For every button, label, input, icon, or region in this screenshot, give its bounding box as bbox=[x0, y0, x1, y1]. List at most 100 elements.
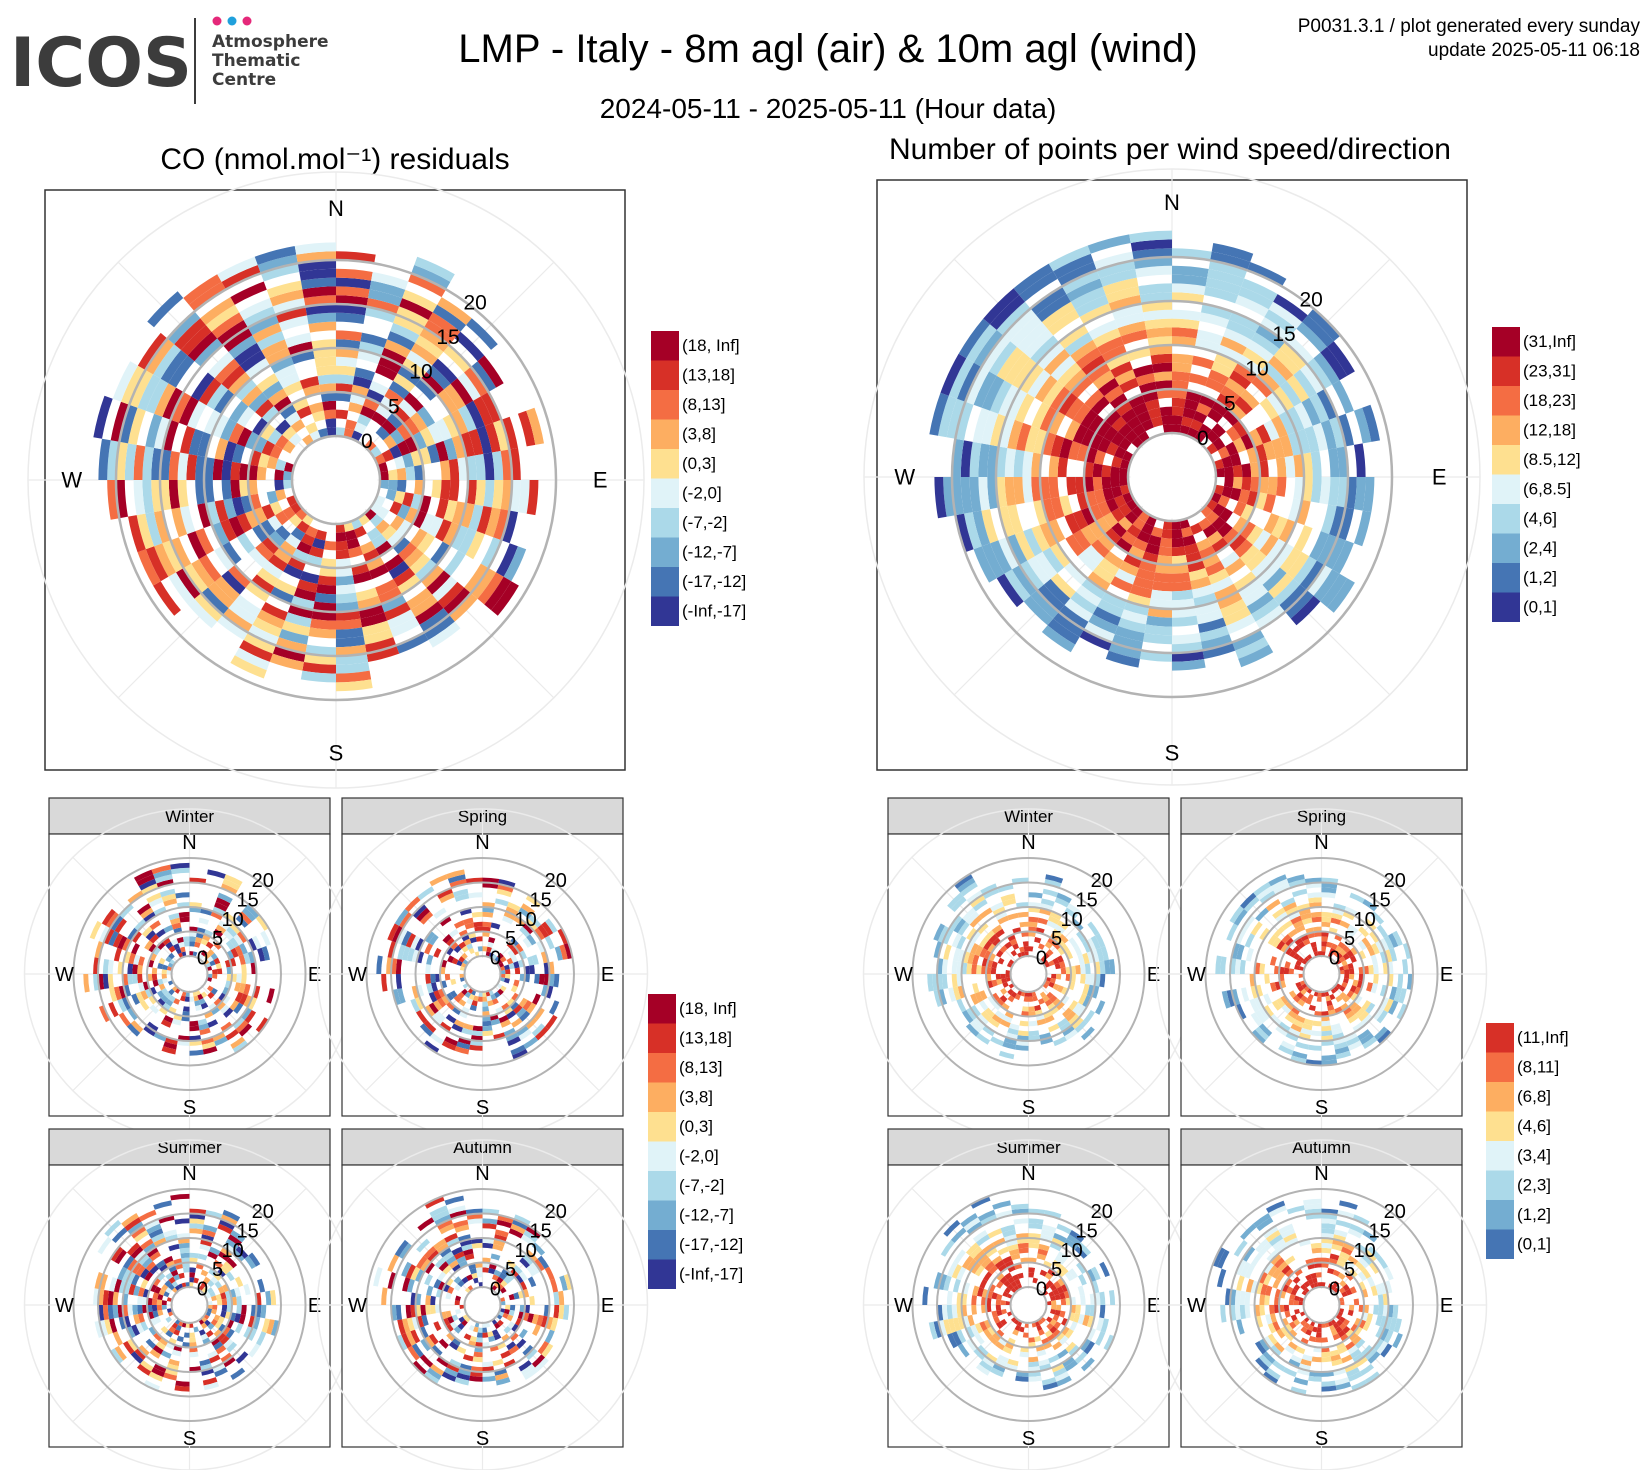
heat-cell bbox=[1354, 1326, 1363, 1336]
heat-cell bbox=[1287, 431, 1302, 456]
heat-cell bbox=[252, 1316, 261, 1330]
heat-cell bbox=[1075, 964, 1081, 974]
heat-cell bbox=[1314, 931, 1322, 937]
heat-cell bbox=[496, 888, 513, 898]
heat-cell bbox=[262, 560, 284, 580]
heat-cell bbox=[1291, 888, 1308, 898]
heat-cell bbox=[1288, 1027, 1301, 1037]
heat-cell bbox=[142, 480, 155, 514]
heat-cell bbox=[1084, 974, 1091, 985]
heat-cell bbox=[1333, 903, 1347, 912]
heat-cell bbox=[490, 1018, 501, 1026]
heat-cell bbox=[1094, 449, 1106, 465]
spoke-line bbox=[189, 1187, 307, 1306]
heat-cell bbox=[268, 554, 288, 572]
heat-cell bbox=[416, 1315, 425, 1328]
heat-cell bbox=[132, 974, 138, 984]
heat-cell bbox=[235, 1246, 249, 1259]
heat-cell bbox=[1066, 903, 1082, 916]
heat-cell bbox=[146, 1246, 159, 1258]
heat-cell bbox=[970, 1261, 981, 1274]
compass-label-e: E bbox=[601, 964, 614, 986]
heat-cell bbox=[456, 1041, 471, 1050]
heat-cell bbox=[201, 1041, 216, 1050]
heat-cell bbox=[433, 1238, 447, 1250]
heat-cell bbox=[204, 480, 215, 503]
heat-cell bbox=[1279, 342, 1307, 370]
heat-cell bbox=[1120, 329, 1148, 345]
heat-cell bbox=[112, 361, 138, 402]
heat-cell bbox=[1058, 324, 1089, 349]
heat-cell bbox=[1331, 912, 1343, 921]
heat-cell bbox=[1017, 1242, 1029, 1249]
heat-cell bbox=[969, 915, 983, 928]
legend-swatch bbox=[648, 1200, 676, 1230]
heat-cell bbox=[1050, 1295, 1056, 1302]
heat-cell bbox=[425, 964, 431, 974]
heat-cell bbox=[462, 1354, 474, 1362]
speed-grid-circle bbox=[121, 906, 258, 1042]
heat-cell bbox=[998, 416, 1015, 448]
heat-cell bbox=[420, 1338, 432, 1352]
legend-swatch bbox=[648, 1259, 676, 1289]
heat-cell bbox=[1014, 531, 1035, 561]
heat-cell bbox=[225, 1328, 235, 1339]
heat-cell bbox=[1284, 1345, 1296, 1355]
heat-cell bbox=[980, 1010, 992, 1022]
heat-cell bbox=[300, 277, 336, 290]
speed-tick-label: 5 bbox=[505, 1259, 516, 1281]
heat-cell bbox=[140, 1238, 154, 1250]
heat-cell bbox=[1049, 1318, 1057, 1327]
heat-cell bbox=[1103, 1334, 1115, 1351]
heat-cell bbox=[267, 429, 283, 445]
heat-cell bbox=[972, 899, 988, 912]
heat-cell bbox=[986, 966, 992, 974]
heat-cell bbox=[1022, 941, 1029, 947]
heat-cell bbox=[1053, 1321, 1062, 1330]
heat-cell bbox=[1342, 1006, 1352, 1016]
heat-cell bbox=[145, 1261, 156, 1272]
heat-cell bbox=[511, 946, 520, 956]
heat-cell bbox=[1300, 1283, 1307, 1291]
heat-cell bbox=[1353, 443, 1366, 477]
heat-cell bbox=[1211, 400, 1229, 417]
speed-tick-label: 0 bbox=[1329, 1278, 1340, 1300]
heat-cell bbox=[245, 581, 270, 602]
heat-cell bbox=[1293, 556, 1317, 585]
heat-cell bbox=[462, 1248, 474, 1256]
heat-cell bbox=[1124, 510, 1139, 525]
heat-cell bbox=[1345, 1272, 1355, 1281]
heat-cell bbox=[1105, 441, 1119, 456]
heat-cell bbox=[161, 1046, 177, 1055]
heat-cell bbox=[1222, 409, 1240, 427]
heat-cell bbox=[430, 541, 451, 565]
heat-cell bbox=[1262, 1351, 1276, 1364]
heat-cell bbox=[354, 525, 367, 538]
heat-cell bbox=[961, 1255, 974, 1270]
heat-cell bbox=[336, 330, 362, 342]
heat-cell bbox=[336, 627, 364, 639]
heat-cell bbox=[1050, 355, 1076, 381]
heat-cell bbox=[1305, 1274, 1312, 1281]
heat-cell bbox=[1197, 617, 1227, 633]
heat-cell bbox=[1028, 1020, 1038, 1027]
heat-cell bbox=[451, 434, 466, 459]
heat-cell bbox=[127, 974, 134, 985]
heat-cell bbox=[938, 989, 948, 1006]
heat-cell bbox=[482, 1242, 494, 1249]
heat-cell bbox=[1034, 936, 1042, 944]
heat-cell bbox=[396, 632, 429, 654]
heat-cell bbox=[497, 988, 504, 996]
heat-cell bbox=[454, 1300, 460, 1305]
logo-wordmark: ICOS bbox=[10, 24, 192, 103]
heat-cell bbox=[1172, 598, 1195, 609]
heat-cell bbox=[128, 952, 136, 965]
heat-cell bbox=[197, 993, 204, 1001]
heat-cell bbox=[442, 522, 461, 546]
co-residuals-title: CO (nmol.mol⁻¹) residuals bbox=[160, 143, 509, 176]
heat-cell bbox=[1281, 1004, 1292, 1015]
heat-cell bbox=[988, 1283, 996, 1293]
heat-cell bbox=[992, 937, 1002, 947]
heat-cell bbox=[1132, 517, 1146, 531]
heat-cell bbox=[515, 1274, 524, 1284]
